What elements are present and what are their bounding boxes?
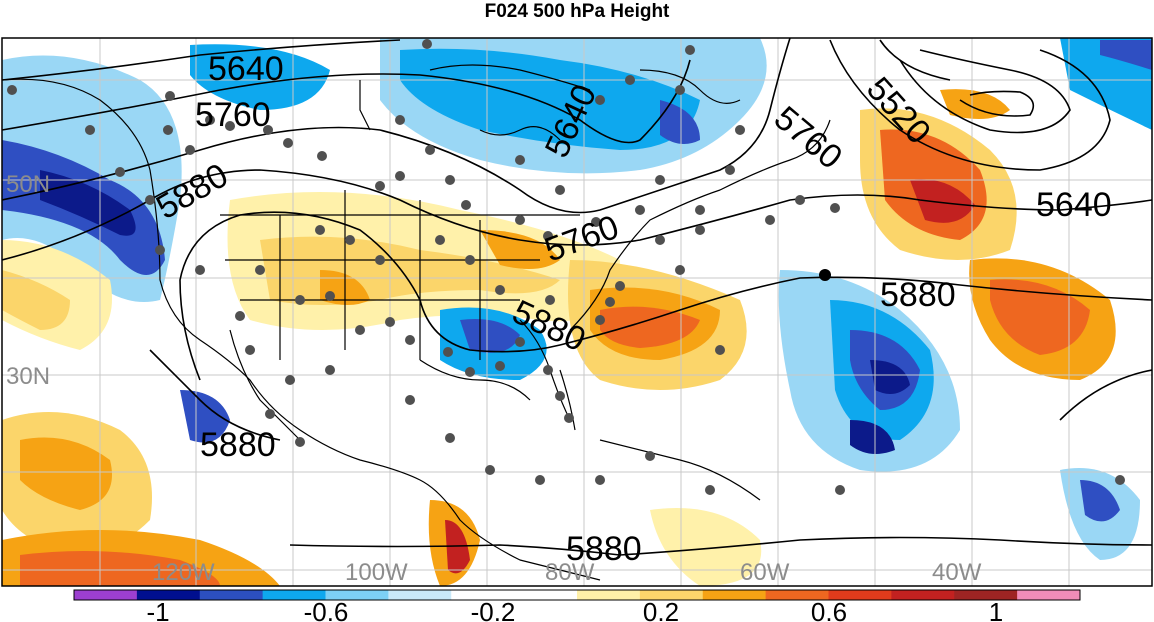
colorbar-swatch — [325, 590, 389, 600]
colorbar-label: -0.2 — [471, 597, 516, 622]
lon-label: 120W — [152, 559, 215, 586]
colorbar-labels: -1 -0.6 -0.2 0.2 0.6 1 — [146, 597, 1003, 622]
lon-label: 80W — [545, 559, 595, 586]
colorbar-label: 1 — [989, 597, 1003, 622]
colorbar-swatch — [577, 590, 641, 600]
colorbar-swatch — [891, 590, 955, 600]
colorbar-swatch — [262, 590, 327, 600]
colorbar-label: 0.6 — [811, 597, 847, 622]
lon-label: 100W — [345, 559, 408, 586]
lat-label: 50N — [6, 171, 50, 198]
contour-label: 5640 — [1036, 186, 1112, 224]
colorbar-label: -0.6 — [304, 597, 349, 622]
colorbar-swatch — [388, 590, 452, 600]
colorbar-label: -1 — [146, 597, 169, 622]
colorbar-swatch — [451, 590, 515, 600]
map-plot-area: 5640 5760 5880 5640 5760 5520 5640 5760 … — [2, 38, 1152, 586]
colorbar-swatch — [74, 590, 138, 600]
map-frame — [1, 37, 1153, 587]
colorbar-swatch — [828, 590, 892, 600]
colorbar-swatch — [765, 590, 830, 600]
lat-label: 30N — [6, 363, 50, 390]
anomaly-shading — [2, 38, 1152, 586]
colorbar-label: 0.2 — [643, 597, 679, 622]
lon-label: 40W — [932, 559, 982, 586]
contour-label: 5760 — [195, 96, 271, 134]
contour-label-group: 5640 5760 5880 5640 5760 5520 5640 5760 … — [150, 50, 1112, 568]
colorbar-swatch — [136, 590, 201, 600]
colorbar-swatch — [954, 590, 1018, 600]
colorbar-swatch — [1017, 590, 1081, 600]
highlight-point — [819, 269, 831, 281]
colorbar-swatch — [199, 590, 264, 600]
height-contours — [2, 38, 1152, 556]
colorbar-swatch — [639, 590, 704, 600]
map-title: F024 500 hPa Height — [484, 1, 670, 22]
colorbar — [74, 590, 1081, 600]
contour-label: 5880 — [880, 276, 956, 314]
colorbar-swatch — [702, 590, 767, 600]
contour-label: 5880 — [200, 426, 276, 464]
lon-label: 60W — [740, 559, 790, 586]
observation-points — [7, 39, 1125, 495]
grid-lines — [2, 38, 1152, 586]
colorbar-swatch — [514, 590, 578, 600]
contour-label: 5640 — [208, 50, 284, 88]
contour-label: 5880 — [566, 530, 642, 568]
colorbar-frame — [73, 589, 1081, 601]
